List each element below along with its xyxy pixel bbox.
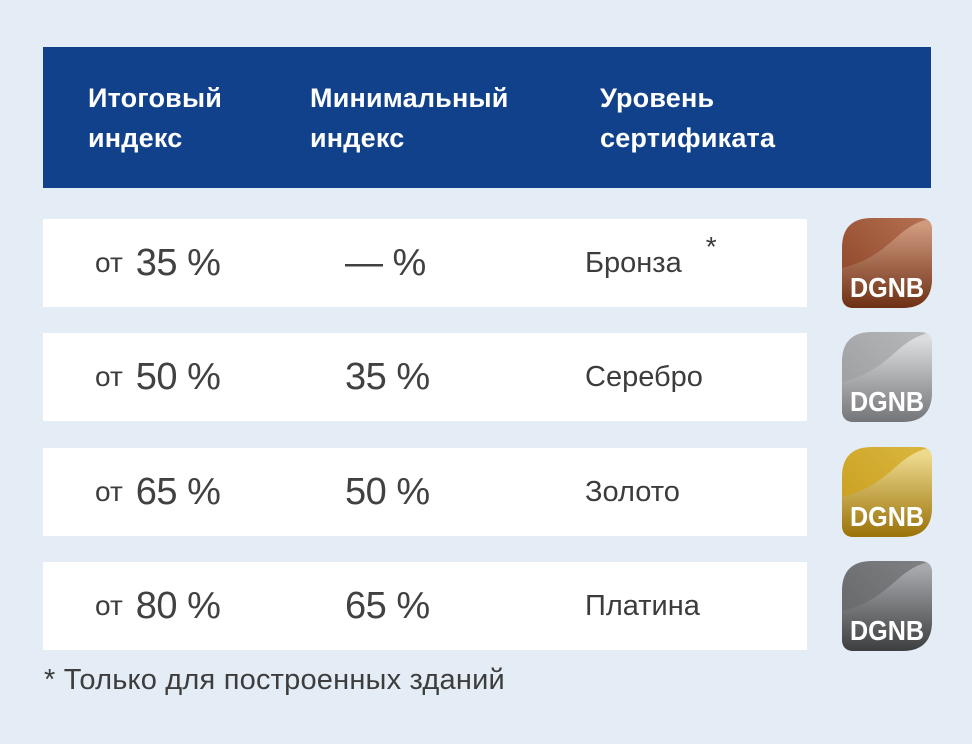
final-index-value: 80 % <box>135 584 221 627</box>
header-final-index-line1: Итоговый <box>88 82 223 113</box>
dgnb-silver-logo-icon: DGNB <box>842 332 932 422</box>
dgnb-platinum-logo-icon: DGNB <box>842 561 932 651</box>
min-index-value: — % <box>345 241 426 284</box>
min-index-cell: 65 % <box>345 585 585 628</box>
final-index-value: 35 % <box>135 241 221 284</box>
final-index-prefix: от <box>95 590 123 621</box>
final-index-value: 50 % <box>135 355 221 398</box>
min-index-value: 50 % <box>345 470 430 513</box>
level-cell: Платина <box>585 590 807 623</box>
svg-text:DGNB: DGNB <box>850 272 924 303</box>
min-index-cell: 50 % <box>345 471 585 514</box>
min-index-cell: — % <box>345 242 585 285</box>
level-name: Бронза <box>585 246 682 279</box>
table-row-gold: от 65 % 50 % Золото <box>43 448 807 536</box>
dgnb-bronze-logo-icon: DGNB <box>842 218 932 308</box>
dgnb-badge-silver: DGNB <box>842 332 932 422</box>
final-index-cell: от 35 % <box>95 242 345 285</box>
header-min-index-line2: индекс <box>310 122 405 153</box>
header-cert-level-line1: Уровень <box>600 82 715 113</box>
header-final-index: Итоговый индекс <box>88 78 310 158</box>
level-cell: Бронза * <box>585 231 807 280</box>
final-index-cell: от 80 % <box>95 585 345 628</box>
dgnb-badge-platinum: DGNB <box>842 561 932 651</box>
footnote: * Только для построенных зданий <box>44 664 505 696</box>
level-name: Золото <box>585 475 680 508</box>
level-cell: Серебро <box>585 361 807 394</box>
level-name: Платина <box>585 589 700 622</box>
table-row-bronze: от 35 % — % Бронза * <box>43 219 807 307</box>
dgnb-badge-bronze: DGNB <box>842 218 932 308</box>
final-index-cell: от 65 % <box>95 471 345 514</box>
header-final-index-line2: индекс <box>88 122 183 153</box>
table-row-platinum: от 80 % 65 % Платина <box>43 562 807 650</box>
final-index-value: 65 % <box>135 470 221 513</box>
svg-text:DGNB: DGNB <box>850 501 924 532</box>
header-min-index-line1: Минимальный <box>310 82 509 113</box>
final-index-prefix: от <box>95 476 123 507</box>
min-index-value: 35 % <box>345 355 430 398</box>
header-cert-level: Уровень сертификата <box>600 78 931 158</box>
min-index-cell: 35 % <box>345 356 585 399</box>
level-name: Серебро <box>585 360 703 393</box>
final-index-prefix: от <box>95 361 123 392</box>
header-cert-level-line2: сертификата <box>600 122 776 153</box>
dgnb-gold-logo-icon: DGNB <box>842 447 932 537</box>
table-row-silver: от 50 % 35 % Серебро <box>43 333 807 421</box>
final-index-prefix: от <box>95 247 123 278</box>
svg-text:DGNB: DGNB <box>850 386 924 417</box>
header-min-index: Минимальный индекс <box>310 78 600 158</box>
svg-text:DGNB: DGNB <box>850 615 924 646</box>
dgnb-badge-gold: DGNB <box>842 447 932 537</box>
footnote-marker: * <box>705 231 717 262</box>
level-cell: Золото <box>585 476 807 509</box>
table-header: Итоговый индекс Минимальный индекс Урове… <box>43 47 931 188</box>
final-index-cell: от 50 % <box>95 356 345 399</box>
min-index-value: 65 % <box>345 584 430 627</box>
